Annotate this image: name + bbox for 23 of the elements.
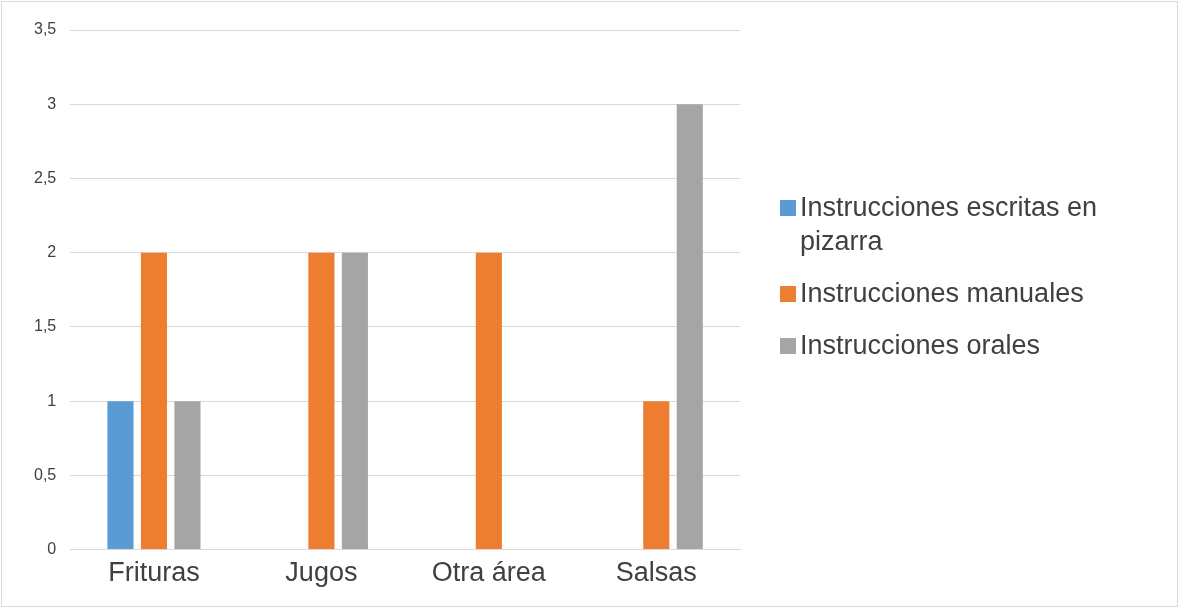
x-tick-label: Frituras xyxy=(108,557,200,588)
y-tick-label: 0 xyxy=(47,540,57,558)
bar xyxy=(643,401,670,550)
y-tick-label: 2,5 xyxy=(33,168,57,186)
bar xyxy=(341,252,368,550)
x-tick-label: Jugos xyxy=(285,557,358,588)
bar xyxy=(174,401,201,550)
legend-label: Instrucciones orales xyxy=(800,329,1041,362)
legend-label: Instrucciones manuales xyxy=(800,277,1084,310)
x-tick-label: Salsas xyxy=(615,557,697,588)
bar xyxy=(140,252,168,550)
bar xyxy=(308,252,335,550)
y-tick-label: 1 xyxy=(47,391,57,409)
y-tick-label: 3 xyxy=(47,94,57,112)
y-tick-label: 2 xyxy=(47,243,57,261)
y-tick-label: 0,5 xyxy=(33,465,57,483)
bar xyxy=(676,104,703,550)
x-tick-label: Otra área xyxy=(431,557,547,588)
bar xyxy=(475,252,502,550)
bar xyxy=(107,401,134,550)
y-tick-label: 1,5 xyxy=(33,317,57,335)
legend-label: Instrucciones escritas en pizarra xyxy=(800,191,1099,258)
y-tick-label: 3,5 xyxy=(33,20,57,38)
